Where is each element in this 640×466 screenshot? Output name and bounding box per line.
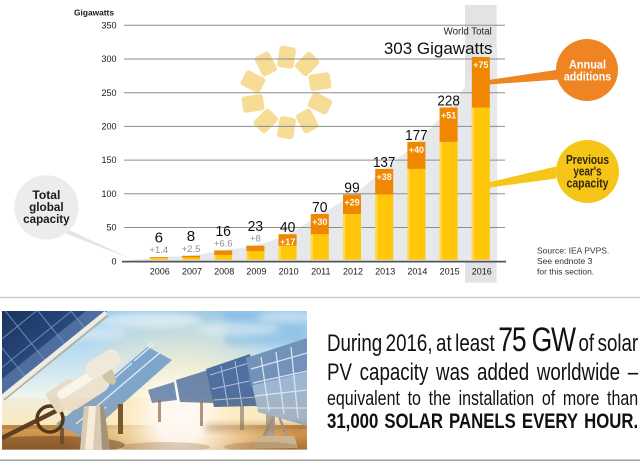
svg-text:additions: additions: [564, 70, 612, 84]
svg-text:2008: 2008: [214, 266, 234, 276]
svg-text:0: 0: [111, 256, 116, 266]
svg-text:Source: IEA PVPS.: Source: IEA PVPS.: [537, 246, 609, 256]
svg-text:+38: +38: [377, 172, 392, 182]
svg-text:+6.6: +6.6: [214, 238, 233, 249]
svg-text:16: 16: [215, 223, 231, 240]
svg-text:2014: 2014: [407, 266, 427, 276]
svg-text:2011: 2011: [311, 266, 330, 276]
svg-text:+1.4: +1.4: [149, 245, 168, 256]
svg-text:50: 50: [106, 223, 116, 233]
svg-text:250: 250: [101, 88, 116, 98]
svg-text:2012: 2012: [343, 266, 363, 276]
svg-text:70: 70: [312, 199, 328, 216]
svg-text:+40: +40: [409, 145, 424, 155]
svg-text:2015: 2015: [440, 266, 460, 276]
svg-text:2006: 2006: [150, 266, 170, 276]
svg-text:year's: year's: [573, 165, 601, 179]
svg-text:+29: +29: [344, 198, 359, 208]
svg-text:200: 200: [101, 122, 116, 132]
svg-text:capacity: capacity: [23, 212, 70, 226]
svg-text:+51: +51: [441, 111, 456, 121]
svg-text:+75: +75: [473, 60, 488, 70]
svg-text:2016: 2016: [472, 266, 492, 276]
svg-text:6: 6: [155, 230, 163, 247]
svg-text:global: global: [29, 200, 64, 214]
svg-text:+8: +8: [250, 234, 261, 245]
svg-text:23: 23: [248, 218, 264, 235]
svg-text:2009: 2009: [246, 266, 266, 276]
svg-text:350: 350: [101, 20, 116, 30]
svg-text:100: 100: [101, 189, 116, 199]
svg-text:capacity: capacity: [567, 177, 609, 191]
svg-text:See endnote 3: See endnote 3: [537, 256, 593, 266]
svg-text:177: 177: [405, 127, 428, 144]
svg-text:228: 228: [437, 93, 460, 110]
svg-text:for this section.: for this section.: [537, 267, 594, 277]
svg-text:Gigawatts: Gigawatts: [74, 8, 114, 18]
svg-text:40: 40: [280, 219, 296, 236]
svg-text:8: 8: [187, 228, 195, 245]
svg-text:137: 137: [373, 154, 396, 171]
svg-text:World Total: World Total: [444, 26, 492, 37]
svg-text:Annual: Annual: [569, 58, 606, 72]
svg-text:+30: +30: [312, 217, 327, 227]
svg-text:+2.5: +2.5: [182, 244, 201, 255]
svg-text:150: 150: [101, 155, 116, 165]
svg-text:Previous: Previous: [566, 153, 609, 167]
svg-text:303 Gigawatts: 303 Gigawatts: [384, 39, 493, 58]
svg-text:300: 300: [101, 54, 116, 64]
svg-text:2007: 2007: [182, 266, 202, 276]
svg-text:+17: +17: [280, 237, 295, 247]
svg-text:Total: Total: [32, 188, 60, 202]
svg-text:2010: 2010: [279, 266, 299, 276]
svg-text:2013: 2013: [375, 266, 395, 276]
svg-text:99: 99: [344, 180, 360, 197]
